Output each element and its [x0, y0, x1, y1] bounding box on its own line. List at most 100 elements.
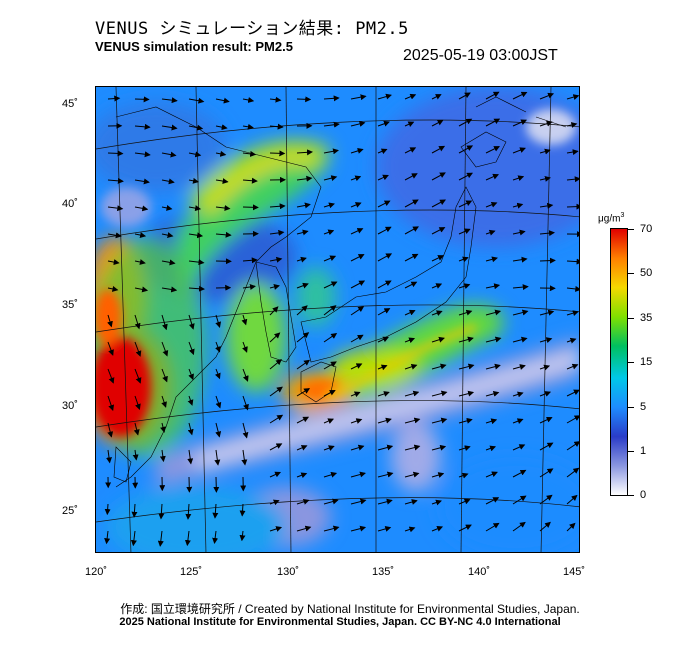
wind-arrow [431, 227, 446, 235]
wind-arrow [431, 417, 448, 424]
wind-arrow [269, 284, 280, 290]
wind-arrow [404, 337, 416, 344]
wind-arrow [458, 283, 471, 290]
lat-label-45: 45˚ [62, 98, 78, 110]
map-canvas [96, 87, 579, 552]
wind-arrow [512, 256, 528, 263]
wind-arrow [323, 418, 335, 424]
wind-arrow [158, 503, 165, 520]
wind-arrow [350, 525, 367, 532]
wind-arrow [215, 422, 222, 438]
wind-arrow [404, 444, 421, 451]
wind-arrow [188, 259, 205, 266]
wind-arrow [157, 530, 164, 547]
wind-arrow [377, 280, 392, 289]
wind-arrow [485, 522, 500, 532]
wind-arrow [377, 174, 389, 181]
wind-arrow [212, 530, 219, 544]
wind-arrow [512, 469, 527, 478]
wind-arrow [187, 449, 194, 465]
wind-arrow [512, 336, 528, 343]
wind-arrow [485, 336, 502, 343]
wind-arrow [566, 310, 579, 317]
wind-arrow [404, 499, 418, 505]
wind-arrow [296, 202, 311, 209]
credit-japanese: 作成: 国立環境研究所 / Created by National Instit… [120, 602, 580, 616]
wind-arrow [566, 94, 579, 100]
wind-arrow [161, 124, 178, 131]
wind-arrow [134, 178, 150, 185]
wind-arrow [161, 178, 175, 185]
wind-arrow [161, 204, 173, 211]
wind-arrow [269, 123, 284, 130]
wind-arrow [323, 121, 340, 128]
wind-arrow [269, 203, 286, 210]
wind-arrow [566, 149, 579, 156]
wind-arrow [269, 150, 286, 157]
wind-arrow [107, 341, 114, 356]
wind-arrow [485, 256, 498, 263]
wind-arrow [485, 146, 500, 154]
colorbar-tick: 0 [640, 489, 647, 501]
wind-arrow [350, 391, 361, 398]
wind-arrow [161, 314, 168, 331]
wind-arrow [215, 178, 229, 184]
wind-arrow [404, 417, 421, 424]
wind-arrow [458, 445, 471, 452]
title-japanese: VENUS シミュレーション結果: PM2.5 [95, 19, 409, 39]
lat-label-25: 25˚ [62, 505, 78, 517]
wind-arrow [539, 391, 552, 397]
wind-arrow [350, 471, 366, 478]
wind-arrow [187, 395, 194, 406]
wind-arrow [188, 314, 195, 330]
wind-arrow [377, 308, 391, 316]
wind-arrow [485, 283, 501, 290]
wind-arrow [242, 341, 248, 353]
wind-arrow [404, 253, 419, 262]
wind-arrow [159, 449, 166, 463]
wind-arrow [539, 257, 556, 264]
wind-arrow [104, 530, 111, 545]
wind-arrow [431, 390, 448, 397]
wind-arrow [539, 494, 553, 505]
wind-arrow [350, 254, 365, 262]
wind-arrow [485, 471, 498, 478]
wind-arrow [566, 467, 579, 478]
wind-arrow [107, 422, 114, 438]
wind-arrow [215, 341, 221, 353]
wind-arrow [323, 361, 337, 370]
wind-arrow [269, 332, 281, 343]
wind-arrow [350, 120, 366, 127]
wind-arrow [188, 124, 204, 131]
wind-arrow [296, 332, 310, 343]
wind-arrow [188, 232, 204, 239]
lon-label-135: 135˚ [372, 566, 395, 578]
wind-arrow [188, 368, 194, 381]
wind-arrow [539, 92, 555, 100]
wind-arrow [458, 92, 471, 100]
wind-arrow [269, 526, 283, 532]
wind-arrow [350, 418, 363, 424]
wind-arrow [242, 257, 258, 264]
wind-arrow [377, 226, 392, 235]
wind-arrow [431, 444, 447, 451]
lon-label-130: 130˚ [277, 566, 300, 578]
wind-arrow [377, 253, 393, 262]
wind-arrow [377, 498, 393, 505]
wind-arrow [458, 200, 473, 208]
wind-arrow [485, 497, 500, 505]
wind-arrow [539, 120, 553, 127]
wind-arrow [458, 172, 473, 181]
wind-arrow [377, 391, 390, 397]
wind-arrow [242, 395, 249, 411]
wind-arrow [539, 202, 554, 209]
wind-arrow [134, 232, 147, 238]
wind-arrow [485, 173, 500, 181]
colorbar-tick: 5 [640, 401, 647, 413]
wind-arrow [269, 229, 285, 236]
wind-arrow [215, 150, 227, 157]
wind-arrow [215, 205, 231, 211]
wind-arrow [107, 285, 119, 292]
wind-arrow [512, 91, 528, 100]
wind-arrow [350, 280, 366, 289]
